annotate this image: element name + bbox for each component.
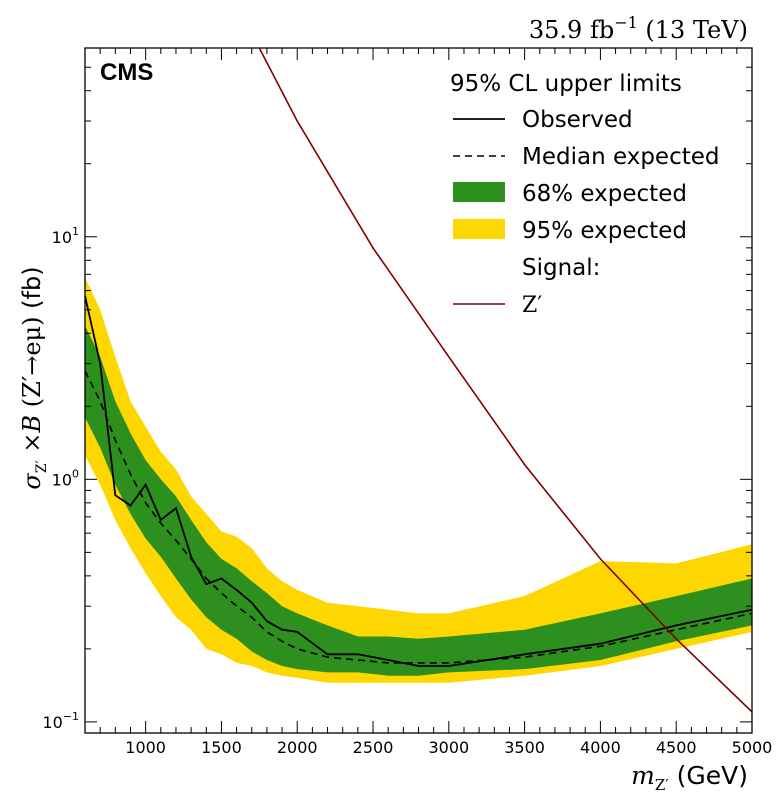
- axis-ticks: [85, 47, 753, 734]
- observed-line: [85, 295, 752, 667]
- x-tick-label: 5000: [732, 738, 773, 757]
- y-axis-label: σZ′ ×B (Z′→eμ) (fb): [18, 266, 50, 489]
- legend-entry-95: 95% expected: [522, 218, 687, 244]
- legend: 95% CL upper limits Observed Median expe…: [450, 71, 720, 318]
- plot-frame: [84, 47, 753, 734]
- plot-area: [85, 48, 752, 713]
- x-tick-label: 3000: [428, 738, 469, 757]
- legend-entry-68: 68% expected: [522, 181, 687, 207]
- x-tick-label: 3500: [504, 738, 545, 757]
- x-tick-label: 4000: [580, 738, 621, 757]
- signal-zprime-line: [258, 48, 752, 713]
- x-tick-label: 2500: [353, 738, 394, 757]
- y-tick-label: 10−1: [42, 710, 79, 732]
- legend-entry-zprime: Z′: [522, 293, 542, 318]
- legend-entry-signal-header: Signal:: [522, 255, 600, 281]
- legend-swatch-95: [453, 219, 505, 239]
- median-expected-line: [85, 370, 752, 664]
- x-tick-label: 4500: [656, 738, 697, 757]
- x-axis-label: mZ′ (GeV): [631, 761, 748, 794]
- legend-entry-observed: Observed: [522, 107, 633, 133]
- legend-swatch-68: [453, 182, 505, 202]
- legend-entry-expected: Median expected: [522, 144, 720, 170]
- lumi-label: 35.9 fb−1 (13 TeV): [529, 13, 748, 44]
- y-tick-label: 100: [52, 467, 79, 489]
- x-tick-label: 1000: [125, 738, 166, 757]
- x-tick-label: 2000: [277, 738, 318, 757]
- legend-title: 95% CL upper limits: [450, 71, 682, 97]
- axis-tick-labels: 1000 1500 2000 2500 3000 3500 4000 4500 5000 10−1…: [42, 225, 772, 757]
- experiment-label: CMS: [100, 59, 153, 86]
- band-68-expected: [85, 325, 752, 676]
- x-tick-label: 1500: [201, 738, 242, 757]
- y-tick-label: 101: [52, 225, 79, 247]
